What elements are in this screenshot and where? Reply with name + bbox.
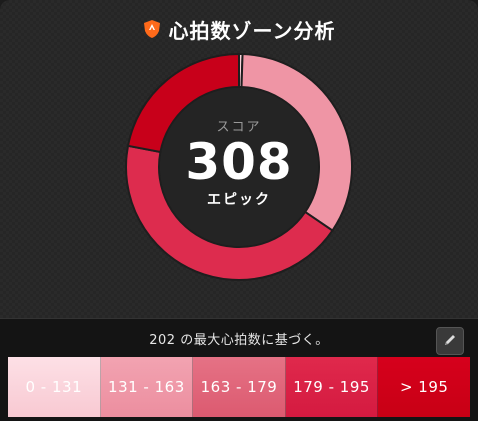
zone-3: 163 - 179 xyxy=(193,357,286,417)
zone-4-label: 179 - 195 xyxy=(293,378,370,396)
zone-1: 0 - 131 xyxy=(8,357,101,417)
donut-slice-4 xyxy=(125,144,334,281)
footer: 202 の最大心拍数に基づく。 0 - 131 131 - 163 163 - … xyxy=(0,318,478,421)
donut-slice-2 xyxy=(240,53,353,232)
page-title: 心拍数ゾーン分析 xyxy=(168,18,336,43)
donut-slice-5 xyxy=(126,52,240,154)
edit-button[interactable] xyxy=(436,327,464,355)
score-rating: エピック xyxy=(207,191,271,208)
zone-2-label: 131 - 163 xyxy=(108,378,185,396)
zone-3-label: 163 - 179 xyxy=(200,378,278,396)
zone-5-label: > 195 xyxy=(399,378,449,396)
shield-icon xyxy=(143,19,161,39)
score-display: スコア 308 エピック xyxy=(124,52,354,282)
zone-4: 179 - 195 xyxy=(285,357,379,417)
max-heart-rate-basis: 202 の最大心拍数に基づく。 xyxy=(149,333,329,348)
zone-5: > 195 xyxy=(378,357,470,417)
zone-1-label: 0 - 131 xyxy=(25,378,83,396)
score-value: 308 xyxy=(185,132,293,191)
header: 心拍数ゾーン分析 xyxy=(0,14,478,44)
zone-legend: 0 - 131 131 - 163 163 - 179 179 - 195 > … xyxy=(8,357,470,417)
pencil-icon xyxy=(443,332,457,351)
score-label: スコア xyxy=(216,119,262,135)
donut-hole xyxy=(160,88,318,246)
zone-donut-chart xyxy=(125,52,353,281)
zone-2: 131 - 163 xyxy=(100,357,194,417)
